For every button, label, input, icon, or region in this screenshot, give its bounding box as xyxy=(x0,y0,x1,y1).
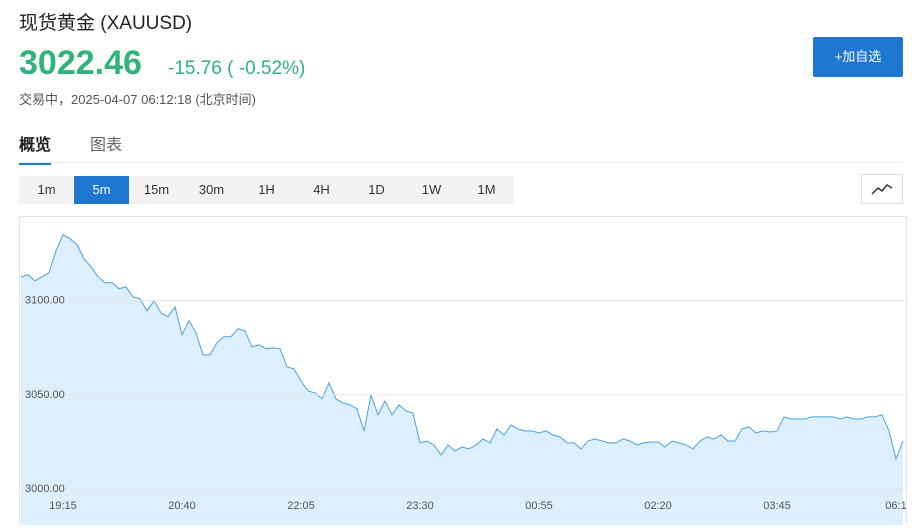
x-tick-label: 00:55 xyxy=(525,500,553,512)
period-button[interactable]: 30m xyxy=(198,182,225,197)
tab[interactable]: 图表 xyxy=(90,137,123,154)
period-button[interactable]: 1H xyxy=(258,182,275,197)
chart: 3000.00 3050.00 3100.00 19:15 20:40 22:05 23:3… xyxy=(19,216,907,525)
x-tick-label: 06:1 xyxy=(885,500,906,512)
period-button[interactable]: 4H xyxy=(313,182,330,197)
status: 交易中，2025-04-07 06:12:18 (北京时间) xyxy=(19,92,256,107)
x-tick-label: 03:45 xyxy=(763,500,791,512)
line xyxy=(20,234,904,461)
area xyxy=(21,234,903,525)
period-button[interactable]: 1W xyxy=(421,182,442,197)
x-tick-label: 20:40 xyxy=(168,500,196,512)
x-tick-label: 02:20 xyxy=(644,500,672,512)
change: -15.76 ( -0.52%) xyxy=(168,58,306,79)
tab[interactable]: 概览 xyxy=(19,131,52,165)
y-tick-label: 3050.00 xyxy=(25,389,65,401)
y-tick-label: 3000.00 xyxy=(25,483,65,495)
period-button[interactable]: 5m xyxy=(74,176,129,204)
price: 3022.46 xyxy=(19,44,142,82)
period-button[interactable]: 1M xyxy=(477,182,496,197)
title: 现货黄金 (XAUUSD) xyxy=(19,13,193,34)
period-button[interactable]: 1m xyxy=(37,182,56,197)
divider xyxy=(19,162,903,163)
period-button[interactable]: 1D xyxy=(368,182,385,197)
icon xyxy=(871,184,893,195)
x-tick-label: 22:05 xyxy=(287,500,315,512)
x-tick-label: 23:30 xyxy=(406,500,434,512)
x-tick-label: 19:15 xyxy=(49,500,77,512)
period-button[interactable]: 15m xyxy=(143,182,170,197)
period-bar: 1m 5m 15m 30m 1H 4H 1D 1W 1M xyxy=(19,176,514,204)
y-tick-label: 3100.00 xyxy=(25,295,65,307)
chart-type-button[interactable] xyxy=(861,174,903,204)
add-watchlist-button[interactable]: +加自选 xyxy=(813,37,903,77)
